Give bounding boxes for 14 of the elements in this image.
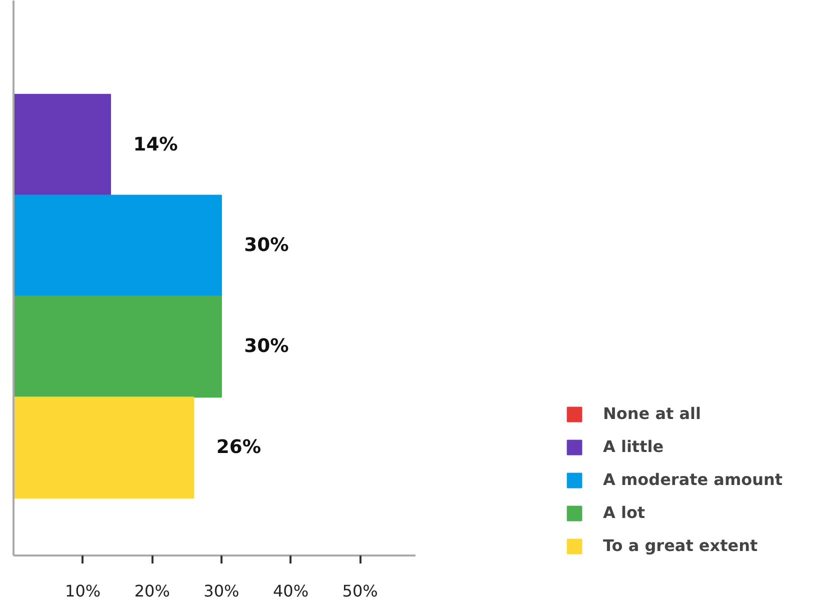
data-label: 14% (133, 134, 178, 156)
data-label: 30% (244, 235, 290, 256)
data-label: 26% (216, 437, 262, 458)
x-tick-label: 40% (272, 582, 309, 600)
x-tick-label: 50% (342, 582, 378, 600)
data-label: 30% (244, 336, 290, 358)
x-tick-label: 20% (134, 582, 170, 600)
legend-label: A lot (603, 503, 646, 522)
x-tick-label: 30% (204, 582, 240, 600)
legend-label: To a great extent (603, 536, 758, 555)
legend-label: None at all (603, 404, 701, 423)
legend-label: A little (603, 437, 664, 456)
legend-label: A moderate amount (603, 470, 783, 489)
x-tick-label: 10% (65, 582, 101, 600)
